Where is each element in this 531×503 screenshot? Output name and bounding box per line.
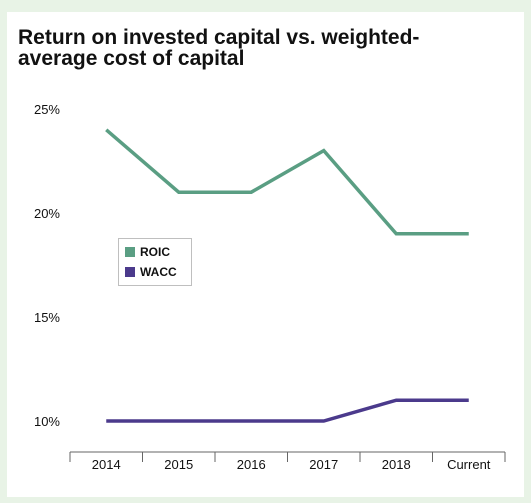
chart-card bbox=[7, 12, 524, 497]
y-tick-label: 20% bbox=[34, 206, 60, 221]
chart-legend: ROIC WACC bbox=[118, 238, 192, 286]
chart-axes bbox=[69, 451, 506, 462]
series-line-wacc bbox=[106, 398, 469, 423]
x-tick-label: 2014 bbox=[92, 457, 121, 472]
y-tick-label: 15% bbox=[34, 310, 60, 325]
x-tick-label: 2015 bbox=[164, 457, 193, 472]
legend-label-roic: ROIC bbox=[140, 245, 170, 259]
x-tick-label: 2016 bbox=[237, 457, 266, 472]
x-tick-label: 2018 bbox=[382, 457, 411, 472]
chart-title: Return on invested capital vs. weighted-… bbox=[18, 26, 420, 70]
y-tick-label: 25% bbox=[34, 102, 60, 117]
x-tick-label: 2017 bbox=[309, 457, 338, 472]
chart-labels: 2014 2015 2016 2017 2018 Current 25% 20% 15% 10% bbox=[34, 102, 491, 472]
x-tick-label: Current bbox=[447, 457, 491, 472]
series-line-roic bbox=[105, 128, 469, 236]
legend-swatch-wacc bbox=[125, 267, 135, 277]
y-tick-label: 10% bbox=[34, 414, 60, 429]
legend-item-roic: ROIC bbox=[125, 245, 170, 259]
legend-item-wacc: WACC bbox=[125, 265, 177, 279]
legend-label-wacc: WACC bbox=[140, 265, 177, 279]
legend-swatch-roic bbox=[125, 247, 135, 257]
chart-lines bbox=[105, 128, 469, 423]
